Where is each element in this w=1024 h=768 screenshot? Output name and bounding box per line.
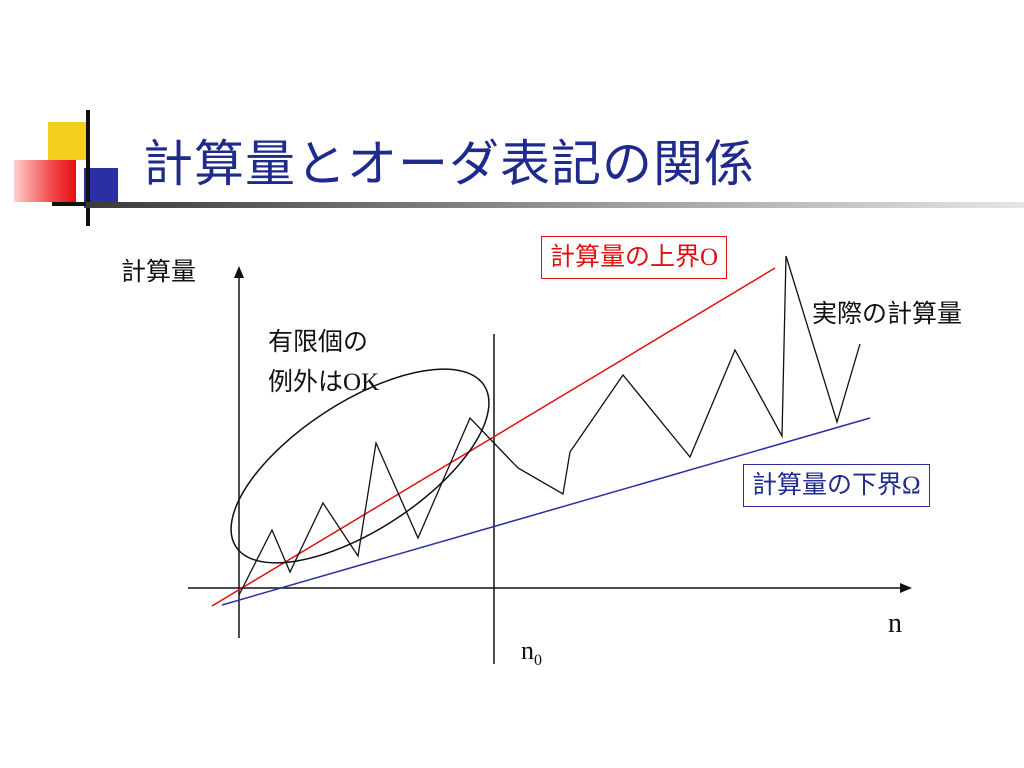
- lower-bound-label: 計算量の下界: [752, 470, 903, 499]
- n0-subscript: 0: [534, 652, 542, 670]
- title-underline: [86, 202, 1024, 208]
- actual-complexity-label: 実際の計算量: [812, 299, 963, 328]
- exceptions-note-line2: 例外はOK: [268, 362, 379, 403]
- lower-bound-line: [221, 417, 871, 606]
- actual-complexity-curve: [238, 255, 861, 596]
- red-gradient-decoration: [14, 160, 76, 202]
- n0-base: n: [521, 636, 534, 665]
- exceptions-ellipse: [230, 368, 490, 564]
- upper-bound-line: [211, 267, 776, 607]
- upper-bound-label: 計算量の上界: [550, 242, 701, 271]
- n0-label: n0: [521, 636, 542, 670]
- yellow-square-decoration: [48, 122, 86, 160]
- lower-bound-box: 計算量の下界Ω: [743, 464, 930, 507]
- upper-bound-symbol: O: [700, 244, 719, 271]
- decoration-vertical-line: [86, 110, 90, 226]
- lower-bound-symbol: Ω: [902, 472, 921, 499]
- exceptions-note-ok: OK: [343, 369, 380, 396]
- decoration-horizontal-line: [52, 202, 112, 206]
- exceptions-note-line1: 有限個の: [268, 327, 369, 356]
- slide-title: 計算量とオーダ表記の関係: [143, 135, 755, 193]
- x-axis-label: n: [888, 608, 902, 639]
- exceptions-note: 有限個の 例外はOK: [268, 322, 379, 403]
- upper-bound-box: 計算量の上界O: [541, 236, 728, 279]
- exceptions-note-prefix: 例外は: [268, 367, 344, 396]
- y-axis-label: 計算量: [121, 257, 197, 286]
